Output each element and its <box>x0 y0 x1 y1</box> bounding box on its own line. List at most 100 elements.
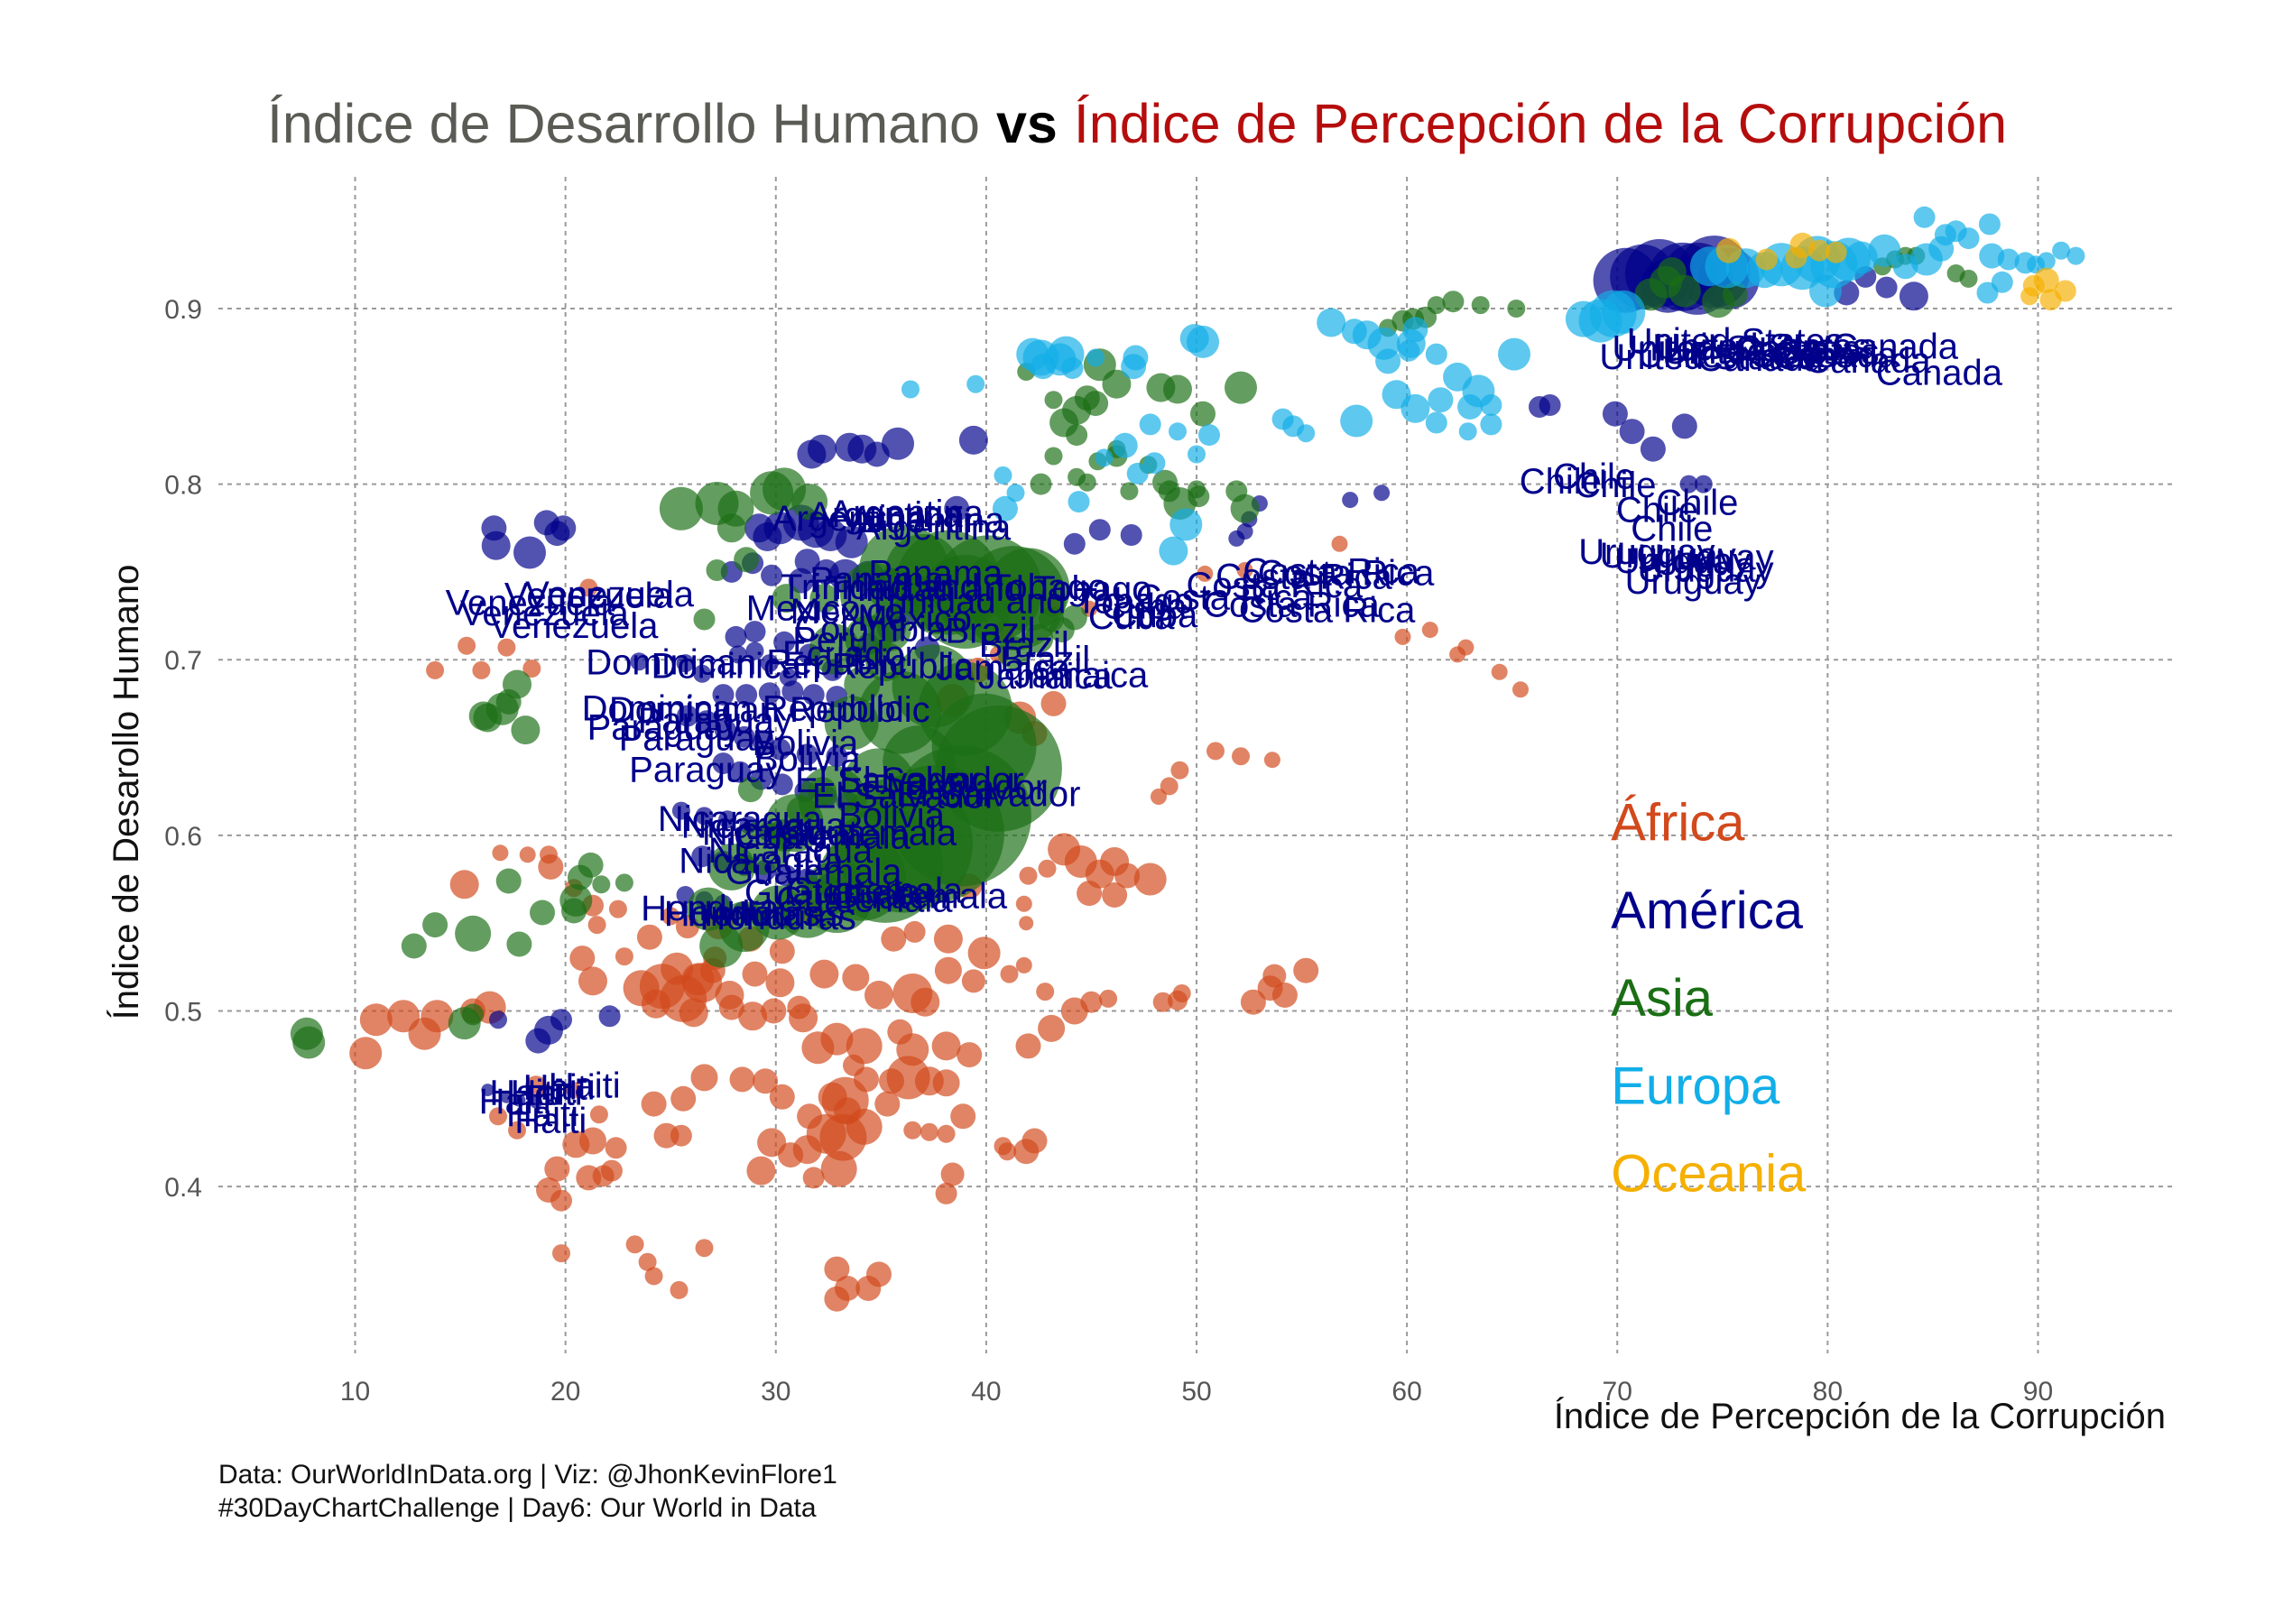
data-point <box>1262 964 1287 988</box>
data-point <box>1825 241 1847 263</box>
country-label: Mexico <box>857 599 972 639</box>
data-point <box>1913 206 1936 228</box>
data-point <box>728 645 747 664</box>
data-point <box>1539 394 1561 416</box>
data-point <box>1159 536 1188 566</box>
series-áfrica <box>349 535 1529 1312</box>
data-point <box>1038 859 1057 878</box>
data-point <box>1040 690 1067 716</box>
country-label: Honduras <box>699 898 855 937</box>
data-point <box>695 807 714 826</box>
data-point <box>1240 989 1266 1015</box>
country-label: United States <box>1612 328 1828 368</box>
chart-title: Índice de Desarrollo Humano vs Índice de P… <box>0 92 2274 155</box>
series-oceania <box>1715 232 2076 311</box>
caption-line1: Data: OurWorldInData.org | Viz: @JhonKev… <box>218 1460 837 1490</box>
data-point <box>864 441 890 467</box>
data-point <box>1427 296 1446 315</box>
data-point <box>1293 957 1319 983</box>
data-point <box>630 652 649 671</box>
data-point <box>1024 623 1054 653</box>
country-label: Costa Rica <box>1243 551 1419 591</box>
data-point <box>820 1150 857 1187</box>
data-point <box>1015 956 1032 973</box>
country-label: United States <box>1662 332 1879 372</box>
data-point <box>843 1054 864 1076</box>
data-point <box>1036 983 1055 1001</box>
data-point <box>1000 964 1019 983</box>
data-point <box>449 870 479 900</box>
series-europa <box>901 206 2085 566</box>
data-point <box>1425 343 1447 365</box>
country-label: Brazil <box>1000 640 1090 679</box>
data-point <box>671 801 690 820</box>
country-label: Costa Rica <box>1258 553 1435 593</box>
country-label: Dominican Republic <box>652 647 973 687</box>
country-label: Argentina <box>856 508 1012 548</box>
data-point <box>481 1084 495 1097</box>
country-label: Venezuela <box>460 594 630 633</box>
legend-item-europa: Europa <box>1611 1057 1780 1115</box>
country-label: Argentina <box>829 494 984 533</box>
data-point <box>497 638 516 657</box>
country-label: Jamaica <box>978 657 1114 697</box>
country-label: Guatemala <box>734 817 911 856</box>
data-point <box>746 1156 776 1186</box>
data-point <box>737 777 763 803</box>
data-point <box>835 525 868 558</box>
data-point <box>911 987 940 1017</box>
country-label: Mexico <box>746 588 861 628</box>
country-label: Argentina <box>808 495 963 535</box>
data-point <box>1080 991 1103 1013</box>
data-point <box>1491 663 1508 680</box>
data-point <box>761 998 787 1024</box>
country-label: Argentina <box>850 501 1005 540</box>
data-point <box>552 1244 570 1263</box>
country-label: Costa Rica <box>1135 578 1312 618</box>
data-point <box>772 584 801 614</box>
data-point <box>896 1033 929 1066</box>
country-label: Argentina <box>772 499 928 539</box>
data-point <box>758 682 781 705</box>
legend-item-oceania: Oceania <box>1611 1145 1807 1204</box>
data-point <box>994 1137 1012 1156</box>
data-point <box>1102 882 1128 908</box>
country-label: Ecuador <box>782 634 917 674</box>
title-part1: Índice de Desarrollo Humano <box>266 93 980 154</box>
data-point <box>676 654 695 673</box>
data-point <box>781 680 804 703</box>
data-point <box>874 1091 901 1117</box>
data-point <box>1373 484 1391 502</box>
data-point <box>1133 863 1167 896</box>
country-label: United States <box>1637 336 1853 375</box>
data-point <box>513 536 546 569</box>
data-point <box>768 818 801 852</box>
data-point <box>937 1124 956 1143</box>
country-label: United States <box>1654 327 1871 366</box>
data-point <box>598 1005 621 1028</box>
data-point <box>1188 445 1206 464</box>
data-point <box>1120 524 1142 546</box>
data-point <box>676 705 698 727</box>
country-label: Uruguay <box>1614 541 1751 581</box>
data-point <box>796 743 818 766</box>
x-tick-label: 70 <box>1603 1377 1632 1407</box>
country-label: Venezuela <box>446 583 615 623</box>
x-tick-label: 80 <box>1813 1377 1843 1407</box>
data-point <box>1063 532 1086 555</box>
data-point <box>1425 411 1447 434</box>
country-label: Paraguay <box>587 708 742 748</box>
data-point <box>1126 462 1149 484</box>
x-tick-label: 30 <box>761 1377 790 1407</box>
data-point <box>1471 296 1490 315</box>
country-label: Guatemala <box>744 873 921 913</box>
country-label: Chile <box>1631 510 1713 549</box>
data-point <box>500 1090 513 1103</box>
data-point <box>1143 452 1166 475</box>
data-point <box>821 1076 869 1124</box>
country-label: United States <box>1599 337 1816 377</box>
country-label: Colombia <box>794 610 948 650</box>
data-point <box>2037 252 2056 271</box>
data-point <box>1342 492 1359 509</box>
data-point <box>820 1022 854 1056</box>
